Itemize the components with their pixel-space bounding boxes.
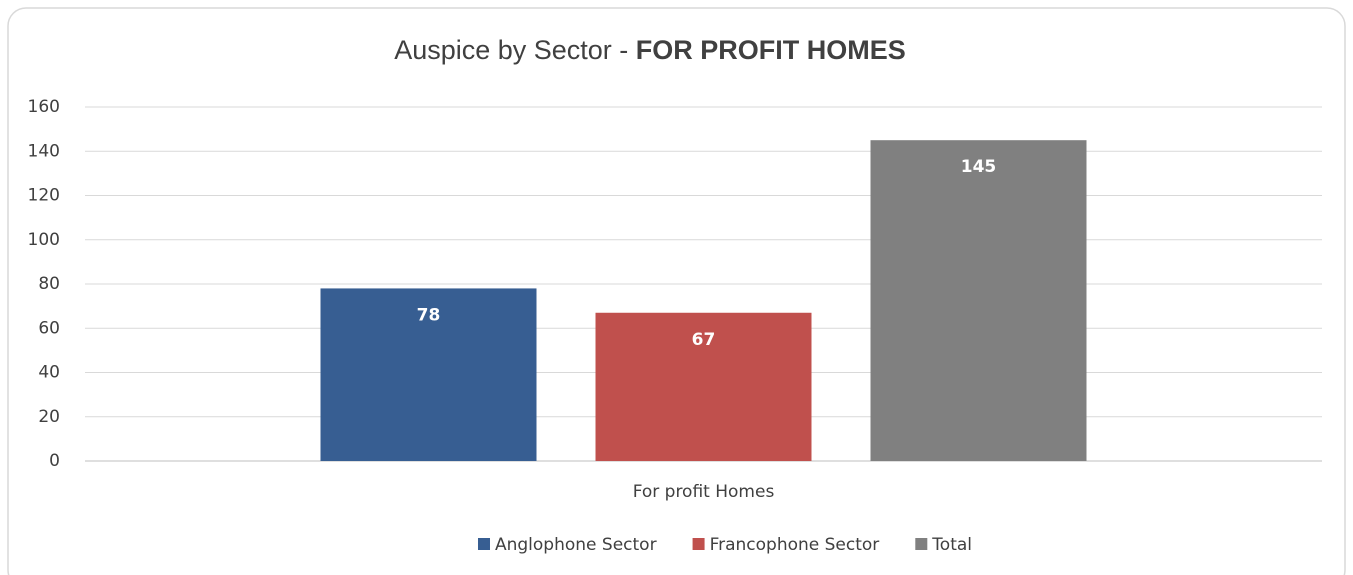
data-label: 67 — [692, 330, 716, 350]
y-tick-label: 60 — [38, 318, 60, 338]
title-main: Auspice by Sector - — [394, 35, 636, 65]
y-tick-label: 160 — [28, 97, 60, 117]
y-tick-label: 80 — [38, 274, 60, 294]
y-tick-label: 40 — [38, 363, 60, 383]
x-tick-label: For profit Homes — [633, 482, 775, 502]
y-tick-label: 140 — [28, 141, 60, 161]
y-tick-label: 20 — [38, 407, 60, 427]
data-label: 145 — [961, 157, 997, 177]
y-tick-label: 0 — [49, 451, 60, 471]
data-label: 78 — [417, 305, 441, 325]
legend-swatch — [692, 538, 705, 550]
legend-swatch — [477, 538, 490, 550]
chart-title: Auspice by Sector - FOR PROFIT HOMES — [394, 35, 906, 65]
bar — [320, 288, 537, 461]
title-emphasis: FOR PROFIT HOMES — [636, 35, 906, 65]
legend-label: Total — [931, 535, 972, 555]
legend-label: Anglophone Sector — [495, 535, 657, 555]
legend-swatch — [915, 538, 928, 550]
y-tick-label: 120 — [28, 186, 60, 206]
y-tick-label: 100 — [28, 230, 60, 250]
bar — [595, 312, 812, 461]
legend-label: Francophone Sector — [710, 535, 880, 555]
bar — [870, 140, 1087, 461]
